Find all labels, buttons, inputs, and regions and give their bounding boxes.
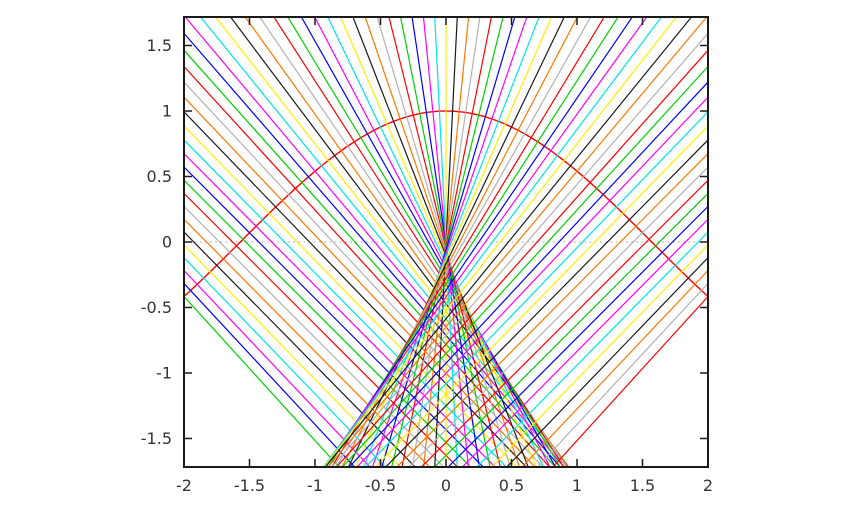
normal-line — [381, 17, 516, 467]
normal-line — [184, 257, 387, 467]
normal-line — [364, 111, 708, 467]
normal-line — [331, 32, 708, 467]
normal-line — [347, 17, 565, 467]
normal-line — [490, 244, 708, 467]
normal-line — [335, 17, 592, 467]
normal-line — [184, 205, 445, 467]
y-tick-label: 1 — [162, 102, 172, 121]
plot-area — [184, 17, 708, 467]
normal-line — [335, 49, 708, 467]
normal-line — [447, 205, 708, 467]
normal-line — [355, 17, 553, 467]
normal-line — [323, 17, 648, 467]
normal-line — [475, 231, 708, 467]
normal-line — [374, 125, 708, 467]
normal-line — [323, 17, 678, 467]
normal-line — [331, 17, 605, 467]
normal-line — [384, 139, 708, 467]
normal-line — [371, 17, 528, 467]
y-tick-label: 0 — [162, 233, 172, 252]
y-tick-label: -1.5 — [141, 429, 172, 448]
normal-line — [391, 17, 504, 467]
normal-line — [521, 270, 708, 467]
normal-line — [536, 283, 708, 467]
normal-line — [184, 231, 417, 467]
normal-line — [327, 17, 619, 467]
normal-line — [184, 244, 402, 467]
normal-line — [348, 81, 708, 467]
normal-line — [184, 296, 340, 467]
normal-line — [505, 257, 708, 467]
y-tick-label: 1.5 — [147, 36, 172, 55]
normal-lines — [184, 17, 708, 467]
x-tick-label: 0 — [441, 476, 451, 495]
x-tick-label: 0.5 — [499, 476, 524, 495]
normal-line — [420, 179, 708, 467]
x-tick-label: 1.5 — [630, 476, 655, 495]
normal-line — [184, 283, 356, 467]
normal-line — [363, 17, 540, 467]
y-tick-label: -0.5 — [141, 298, 172, 317]
y-tick-label: 0.5 — [147, 167, 172, 186]
normal-line — [324, 17, 693, 467]
normal-line — [184, 270, 371, 467]
normal-line — [341, 66, 708, 467]
normal-line — [552, 296, 708, 467]
normal-line — [407, 166, 708, 467]
normal-line — [322, 17, 663, 467]
x-tick-label: -2 — [176, 476, 192, 495]
x-tick-label: -1 — [307, 476, 323, 495]
y-tick-label: -1 — [156, 363, 172, 382]
x-tick-label: -1.5 — [234, 476, 265, 495]
x-tick-label: -0.5 — [365, 476, 396, 495]
normal-line — [324, 17, 634, 467]
normal-line — [184, 218, 431, 467]
normal-line — [461, 218, 708, 467]
axis-labels: -2 -1.5 -1 -0.5 0 0.5 1 1.5 2 -1.5 -1 -0.5 0 0.5 1 1.5 — [141, 36, 713, 495]
normal-line — [356, 96, 708, 467]
normal-line — [341, 17, 578, 467]
normal-line — [396, 153, 708, 467]
x-tick-label: 2 — [703, 476, 713, 495]
x-tick-label: 1 — [572, 476, 582, 495]
normal-line — [433, 192, 708, 467]
normal-line — [327, 17, 708, 467]
axis-ticks — [183, 17, 709, 467]
